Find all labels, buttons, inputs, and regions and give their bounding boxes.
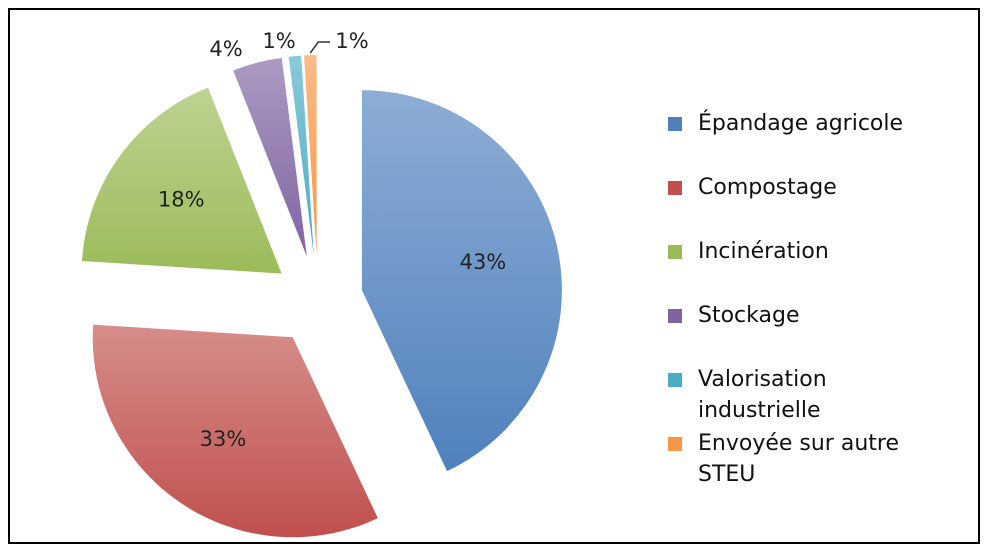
legend-label: Épandage agricole — [698, 111, 904, 136]
data-label: 43% — [460, 250, 507, 274]
data-label: 1% — [262, 29, 295, 53]
legend-item: Envoyée sur autre STEU — [668, 428, 930, 490]
pie-slice — [361, 90, 562, 472]
legend-swatch — [668, 117, 682, 131]
legend-label: Stockage — [698, 303, 800, 328]
legend-label: Incinération — [698, 239, 829, 264]
chart-frame — [8, 8, 980, 544]
legend-item: Compostage — [668, 172, 930, 203]
legend-label: Envoyée sur autre STEU — [698, 431, 899, 487]
pie-slice — [288, 55, 314, 256]
data-label: 1% — [335, 29, 368, 53]
legend-swatch — [668, 181, 682, 195]
legend-item: Stockage — [668, 300, 930, 331]
legend-item: Incinération — [668, 236, 930, 267]
legend-item: Valorisation industrielle — [668, 364, 930, 426]
legend-label: Compostage — [698, 175, 837, 200]
pie-slice — [233, 57, 307, 257]
legend-swatch — [668, 437, 682, 451]
legend-item: Épandage agricole — [668, 108, 930, 139]
leader-line — [309, 41, 330, 54]
data-label: 33% — [200, 427, 247, 451]
legend-swatch — [668, 309, 682, 323]
data-label: 4% — [209, 37, 242, 61]
pie-slice — [81, 87, 282, 274]
legend-swatch — [668, 245, 682, 259]
legend: Épandage agricole Compostage Incinération S… — [668, 108, 930, 492]
data-label: 18% — [158, 188, 205, 212]
legend-label: Valorisation industrielle — [698, 367, 827, 423]
pie-slice — [304, 55, 317, 256]
pie-slice — [92, 324, 378, 538]
legend-swatch — [668, 373, 682, 387]
